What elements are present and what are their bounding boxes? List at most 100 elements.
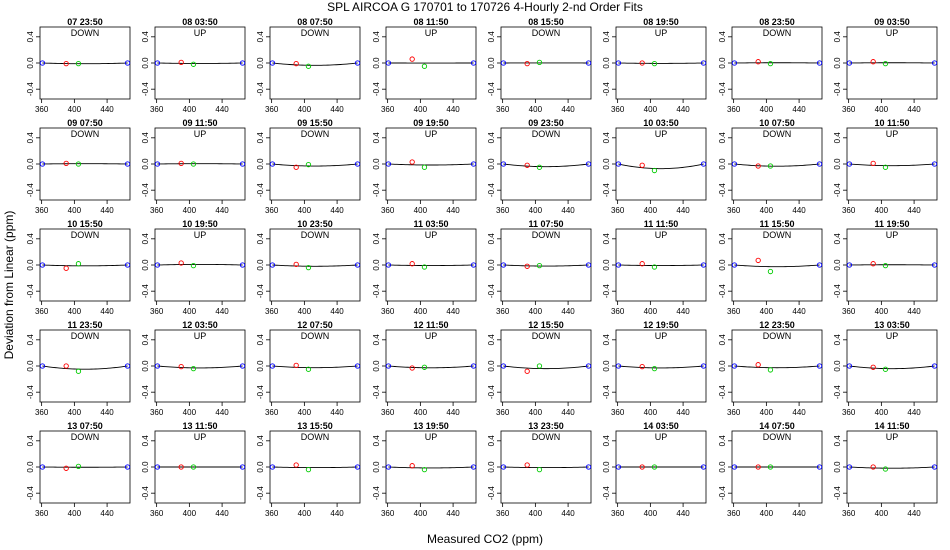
point-green — [767, 367, 774, 373]
point-blue-low — [731, 262, 738, 268]
point-red — [870, 59, 876, 65]
x-tick-label: 440 — [100, 509, 114, 518]
panel-mode-label: DOWN — [532, 28, 561, 38]
y-tick-label: 0.4 — [141, 334, 150, 346]
x-tick-label: 400 — [760, 408, 774, 417]
x-tick-label: 360 — [265, 105, 279, 114]
panel-title: 12 19:50 — [643, 320, 679, 330]
point-blue-low — [615, 262, 622, 268]
y-tick-label: 0.4 — [718, 132, 727, 144]
x-tick-label: 360 — [727, 307, 741, 316]
y-tick-label: -0.4 — [26, 385, 35, 399]
point-blue-high — [124, 363, 131, 369]
point-blue-high — [124, 262, 131, 268]
x-tick-label: 400 — [68, 408, 82, 417]
x-tick-label: 360 — [496, 509, 510, 518]
point-blue-low — [846, 60, 853, 66]
y-tick-label: 0.4 — [833, 435, 842, 447]
x-tick-label: 400 — [298, 105, 312, 114]
y-tick-label: 0.0 — [372, 461, 381, 473]
x-tick-label: 360 — [611, 509, 625, 518]
x-tick-label: 400 — [414, 105, 428, 114]
panel-mode-label: DOWN — [301, 331, 330, 341]
panel-title: 10 07:50 — [759, 118, 795, 128]
chart-title: SPL AIRCOA G 170701 to 170726 4-Hourly 2… — [327, 0, 643, 14]
y-tick-label: 0.0 — [141, 259, 150, 271]
y-tick-label: -0.4 — [256, 82, 265, 96]
point-green — [767, 163, 774, 169]
point-green — [421, 264, 428, 270]
point-red — [524, 61, 530, 67]
x-tick-label: 440 — [446, 509, 460, 518]
fit-curve — [388, 365, 474, 369]
point-blue-low — [385, 60, 392, 66]
x-tick-label: 360 — [496, 206, 510, 215]
x-tick-label: 400 — [529, 509, 543, 518]
x-tick-label: 400 — [875, 408, 889, 417]
fit-curve — [388, 264, 474, 266]
y-tick-label: 0.4 — [833, 132, 842, 144]
y-tick-label: 0.0 — [833, 259, 842, 271]
fit-curve — [388, 466, 474, 469]
point-red — [409, 463, 415, 469]
panel-title: 13 03:50 — [874, 320, 910, 330]
point-blue-high — [124, 464, 131, 470]
point-green — [767, 268, 774, 275]
point-red — [409, 159, 415, 165]
fit-curve — [734, 163, 820, 167]
x-tick-label: 360 — [842, 509, 856, 518]
y-tick-label: 0.0 — [602, 259, 611, 271]
y-tick-label: 0.0 — [26, 158, 35, 170]
x-tick-label: 440 — [676, 307, 690, 316]
x-tick-label: 400 — [644, 105, 658, 114]
panel-mode-label: UP — [425, 432, 438, 442]
point-red — [639, 261, 645, 267]
y-tick-label: 0.0 — [372, 259, 381, 271]
y-tick-label: -0.4 — [26, 284, 35, 298]
y-tick-label: 0.4 — [718, 334, 727, 346]
y-tick-label: 0.0 — [833, 461, 842, 473]
x-tick-label: 360 — [381, 105, 395, 114]
point-blue-low — [154, 60, 161, 66]
y-tick-label: 0.0 — [26, 360, 35, 372]
panel-mode-label: UP — [425, 230, 438, 240]
point-blue-high — [816, 464, 823, 470]
x-tick-label: 440 — [907, 408, 921, 417]
x-tick-label: 400 — [68, 509, 82, 518]
y-tick-label: -0.4 — [256, 385, 265, 399]
x-tick-label: 400 — [183, 105, 197, 114]
x-tick-label: 440 — [446, 307, 460, 316]
y-tick-label: -0.4 — [602, 385, 611, 399]
fit-curve — [849, 163, 935, 167]
x-tick-label: 440 — [330, 206, 344, 215]
panel-mode-label: UP — [655, 331, 668, 341]
point-blue-low — [154, 363, 161, 369]
panel-title: 12 11:50 — [413, 320, 448, 330]
y-tick-label: -0.4 — [372, 183, 381, 197]
point-green — [882, 366, 889, 372]
y-tick-label: -0.4 — [372, 385, 381, 399]
point-green — [651, 61, 658, 67]
point-green — [305, 162, 312, 168]
x-tick-label: 440 — [792, 105, 806, 114]
y-tick-label: 0.4 — [372, 334, 381, 346]
fit-curve — [618, 163, 704, 170]
panel-mode-label: UP — [655, 230, 668, 240]
y-tick-label: 0.4 — [487, 31, 496, 43]
y-tick-label: 0.4 — [833, 334, 842, 346]
x-tick-label: 440 — [100, 408, 114, 417]
panel-mode-label: DOWN — [301, 28, 330, 38]
point-red — [293, 362, 299, 368]
y-tick-label: 0.4 — [372, 233, 381, 245]
point-blue-high — [470, 60, 477, 66]
panel-title: 11 23:50 — [67, 320, 102, 330]
y-tick-label: 0.4 — [256, 233, 265, 245]
x-tick-label: 440 — [100, 105, 114, 114]
